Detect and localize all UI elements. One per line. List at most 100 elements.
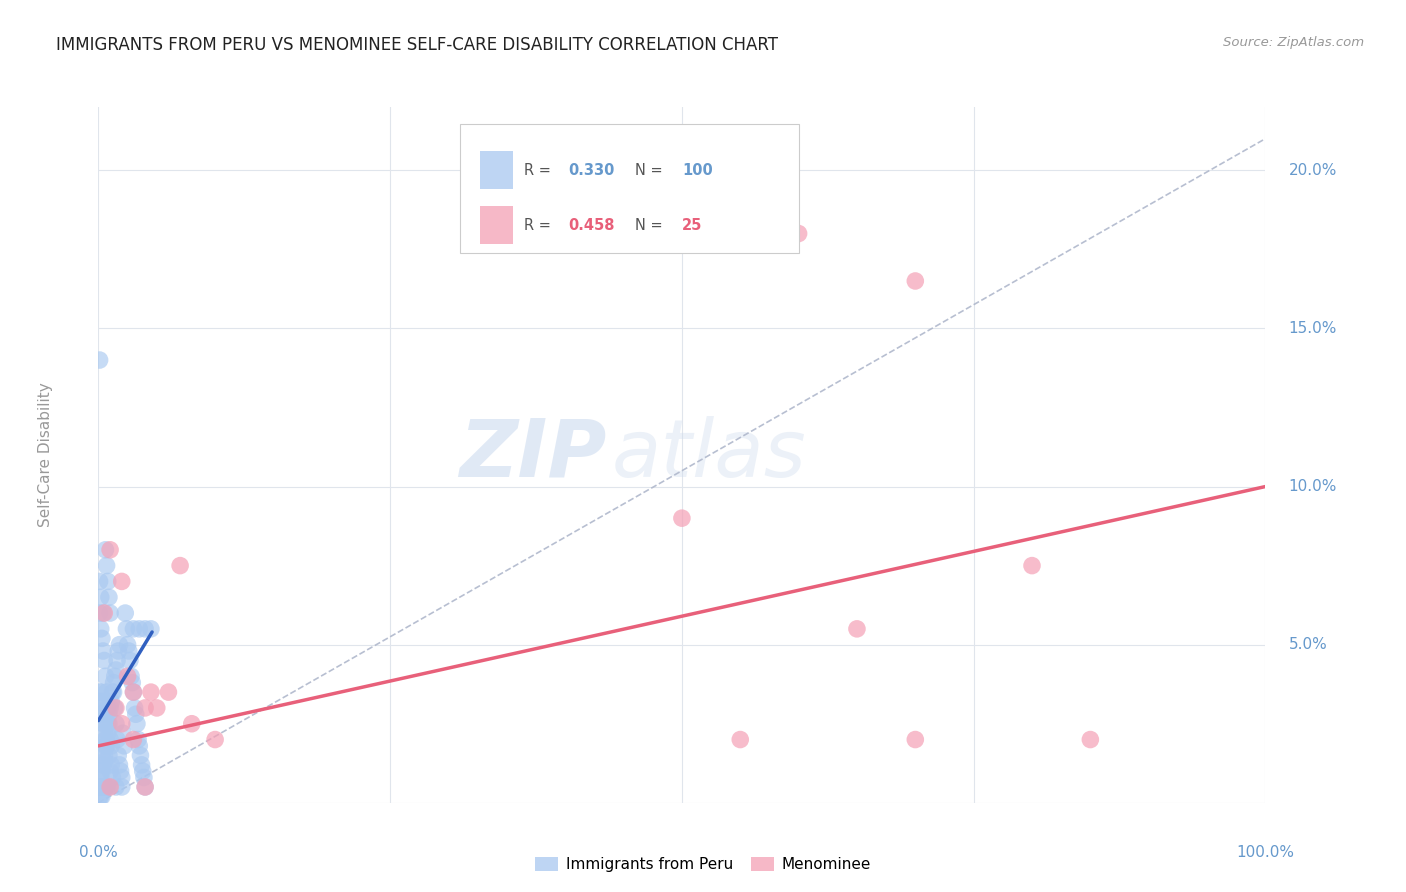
Point [97, 716, 120, 731]
Point [107, 644, 129, 658]
Point [98, 732, 121, 747]
Point [139, 622, 162, 636]
Point [93, 755, 115, 769]
Point [103, 675, 125, 690]
Point [89, 780, 111, 794]
Point [204, 732, 226, 747]
Point [97, 716, 120, 731]
Point [94, 739, 117, 753]
Point [111, 771, 134, 785]
Text: 25: 25 [682, 218, 702, 233]
Point [128, 739, 150, 753]
Point [90, 789, 112, 804]
Point [121, 675, 143, 690]
Point [107, 748, 129, 763]
Point [111, 780, 134, 794]
Point [124, 701, 146, 715]
Point [115, 622, 138, 636]
Point [89, 606, 111, 620]
Point [91, 757, 114, 772]
Point [90, 707, 112, 722]
Point [94, 669, 117, 683]
Point [97, 707, 120, 722]
Point [122, 622, 145, 636]
Point [105, 653, 128, 667]
Point [125, 716, 148, 731]
Point [122, 685, 145, 699]
Point [89, 701, 111, 715]
Point [101, 771, 124, 785]
Point [93, 716, 115, 731]
Point [94, 780, 117, 794]
Point [94, 542, 117, 557]
Point [90, 764, 112, 779]
Text: 0.0%: 0.0% [79, 845, 118, 860]
Point [98, 606, 121, 620]
Text: atlas: atlas [612, 416, 807, 494]
Point [90, 771, 112, 785]
Point [101, 685, 124, 699]
Text: R =: R = [524, 163, 555, 178]
Point [93, 780, 115, 794]
Point [108, 638, 131, 652]
Text: Source: ZipAtlas.com: Source: ZipAtlas.com [1223, 36, 1364, 49]
Point [100, 739, 122, 753]
Point [118, 653, 141, 667]
Point [139, 685, 162, 699]
Point [157, 685, 180, 699]
Point [134, 780, 156, 794]
Point [96, 780, 118, 794]
Point [89, 574, 111, 589]
Text: N =: N = [636, 163, 668, 178]
Point [104, 701, 127, 715]
Point [90, 695, 112, 709]
Text: 0.330: 0.330 [568, 163, 614, 178]
Point [111, 716, 134, 731]
Point [104, 669, 127, 683]
Point [112, 739, 135, 753]
FancyBboxPatch shape [460, 124, 799, 253]
Point [114, 606, 136, 620]
Point [787, 227, 810, 241]
Text: Self-Care Disability: Self-Care Disability [38, 383, 53, 527]
Text: 100: 100 [682, 163, 713, 178]
Point [94, 732, 117, 747]
Point [90, 622, 112, 636]
Text: R =: R = [524, 218, 555, 233]
Point [98, 764, 121, 779]
Point [129, 748, 152, 763]
Point [128, 622, 150, 636]
Text: N =: N = [636, 218, 668, 233]
Point [97, 726, 120, 740]
FancyBboxPatch shape [479, 152, 513, 189]
Point [98, 701, 121, 715]
Text: 0.458: 0.458 [568, 218, 616, 233]
Point [91, 606, 114, 620]
Point [96, 558, 118, 573]
Point [89, 685, 111, 699]
Point [98, 780, 121, 794]
Point [96, 732, 118, 747]
Point [103, 685, 125, 699]
Point [90, 780, 112, 794]
Point [169, 558, 191, 573]
Point [93, 606, 115, 620]
Point [89, 789, 111, 804]
Point [90, 632, 112, 646]
Text: 10.0%: 10.0% [1289, 479, 1337, 494]
Text: 100.0%: 100.0% [1236, 845, 1295, 860]
Point [108, 757, 131, 772]
Point [97, 748, 120, 763]
Point [904, 274, 927, 288]
Text: 15.0%: 15.0% [1289, 321, 1337, 336]
Point [730, 732, 752, 747]
Point [96, 739, 118, 753]
Point [132, 764, 155, 779]
Point [110, 764, 132, 779]
Text: 5.0%: 5.0% [1289, 637, 1327, 652]
Text: IMMIGRANTS FROM PERU VS MENOMINEE SELF-CARE DISABILITY CORRELATION CHART: IMMIGRANTS FROM PERU VS MENOMINEE SELF-C… [56, 36, 779, 54]
Point [93, 748, 115, 763]
Point [134, 622, 156, 636]
Point [1021, 558, 1043, 573]
Point [132, 771, 155, 785]
